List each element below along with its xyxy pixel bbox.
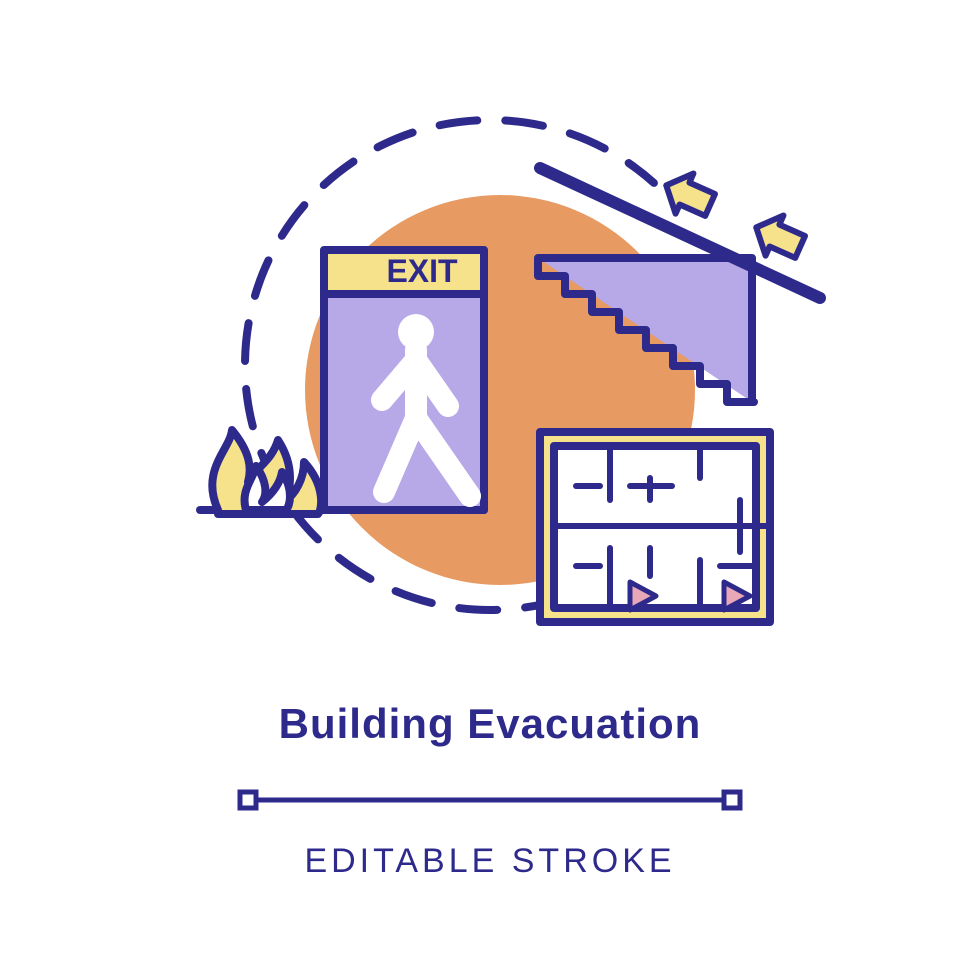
svg-text:EXIT: EXIT <box>386 253 458 289</box>
title-text: Building Evacuation <box>0 700 980 748</box>
subtitle-text: EDITABLE STROKE <box>0 842 980 881</box>
infographic-canvas: EXIT Building Evacuation EDITABLE STROKE <box>0 0 980 980</box>
scene-svg: EXIT <box>0 0 980 980</box>
